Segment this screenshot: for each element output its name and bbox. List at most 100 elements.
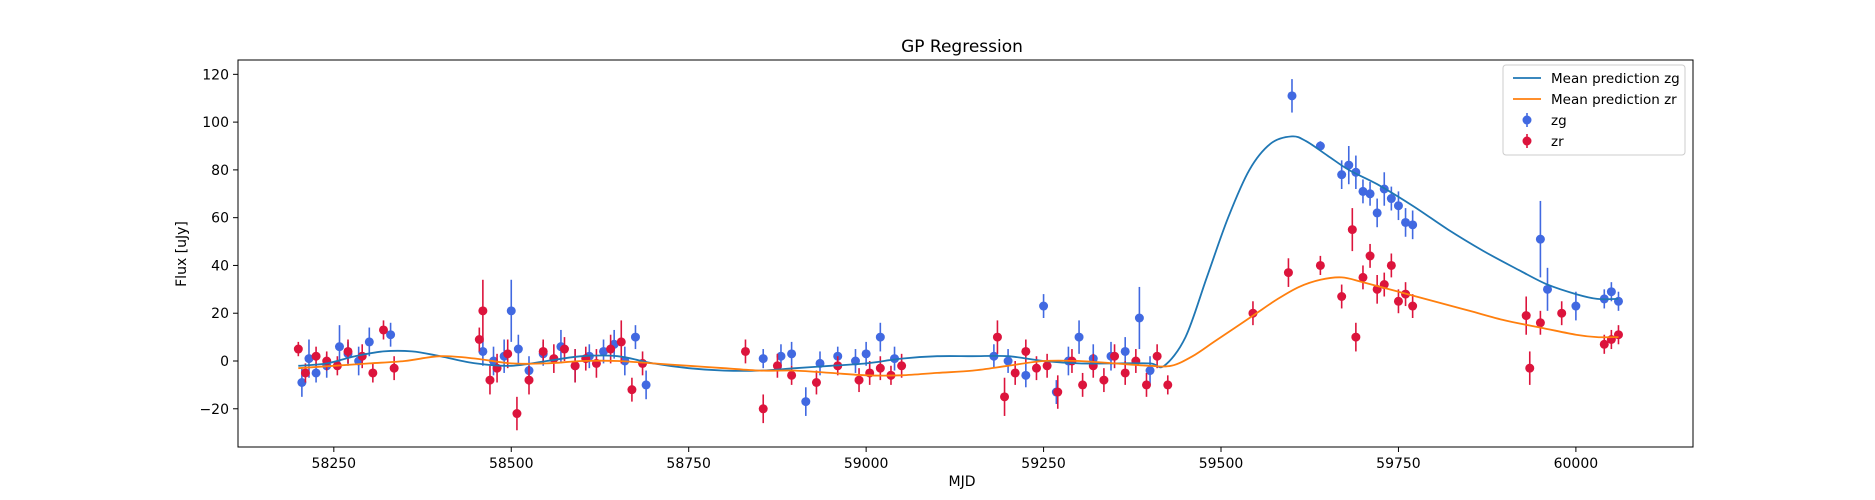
data-point (861, 349, 871, 359)
data-point (630, 332, 640, 342)
data-point (1042, 361, 1052, 371)
y-tick-label: 100 (202, 115, 229, 131)
data-point (503, 349, 513, 359)
x-tick-label: 59750 (1376, 456, 1421, 472)
data-point (1365, 189, 1375, 199)
data-point (599, 346, 609, 356)
data-point (801, 397, 811, 407)
legend-box (1502, 64, 1686, 156)
legend-label: Mean prediction zg (1551, 71, 1680, 87)
data-point (559, 344, 569, 354)
data-point (1248, 308, 1258, 318)
legend-entry: Mean prediction zr (1513, 92, 1677, 108)
data-point (1571, 301, 1581, 311)
data-point (1003, 356, 1013, 366)
legend-label: zr (1551, 134, 1564, 150)
data-point (606, 344, 616, 354)
data-point (570, 361, 580, 371)
data-point (379, 325, 388, 335)
data-point (1372, 208, 1382, 218)
data-point (1000, 392, 1010, 402)
data-point (1141, 380, 1151, 390)
x-tick-label: 59250 (1021, 456, 1066, 472)
data-point (897, 361, 907, 371)
chart-title: GP Regression (901, 37, 1023, 57)
data-point (1031, 363, 1041, 373)
data-point (485, 375, 495, 385)
plot-frame (237, 59, 1694, 448)
data-point (787, 370, 797, 380)
y-tick-label: 20 (211, 306, 229, 322)
legend: Mean prediction zg Mean prediction zr zg zr (1502, 64, 1686, 156)
data-point (1347, 225, 1357, 235)
data-point (875, 363, 885, 373)
data-point (740, 346, 750, 356)
data-point (1099, 375, 1109, 385)
data-point (334, 342, 344, 352)
data-point (1021, 346, 1031, 356)
y-axis-label: Flux [uJy] (174, 221, 190, 287)
data-point (1358, 272, 1368, 282)
data-point (343, 346, 353, 356)
data-point (1287, 91, 1297, 101)
data-point (300, 368, 310, 378)
series-layer (293, 79, 1623, 431)
data-point (758, 404, 768, 414)
series-mean-prediction-zr (298, 276, 1619, 377)
data-point (386, 330, 396, 340)
y-tick-label: −20 (199, 402, 229, 418)
data-point (1408, 220, 1418, 230)
data-point (297, 378, 307, 387)
data-point (776, 351, 786, 361)
data-point (478, 306, 488, 316)
data-point (1039, 301, 1049, 311)
x-axis-label: MJD (949, 474, 976, 490)
data-point (311, 368, 321, 378)
axes-layer: 58250 58500 58750 59000 59250 59500 59750 60000… (199, 59, 1694, 472)
legend-marker-swatch (1522, 115, 1532, 125)
data-point (1134, 313, 1144, 323)
data-point (875, 332, 885, 342)
x-tick-label: 58500 (489, 456, 534, 472)
data-point (616, 337, 626, 347)
data-point (368, 368, 378, 378)
data-point (1337, 292, 1347, 301)
data-point (1408, 301, 1418, 311)
data-point (1401, 217, 1411, 227)
data-point (1110, 351, 1120, 361)
data-point (513, 344, 523, 354)
x-tick-label: 58250 (312, 456, 357, 472)
legend-entry: zr (1522, 134, 1564, 150)
data-point (1120, 346, 1130, 356)
y-tick-label: 60 (211, 211, 229, 227)
data-point (1358, 186, 1368, 196)
data-point (1525, 363, 1535, 373)
data-point (1599, 339, 1609, 349)
data-point (311, 351, 321, 361)
legend-label: Mean prediction zr (1551, 92, 1677, 108)
data-point (772, 361, 782, 371)
data-point (1557, 308, 1567, 318)
data-point (854, 375, 864, 385)
data-point (1021, 370, 1031, 380)
data-point (758, 354, 768, 364)
data-point (304, 354, 314, 364)
data-point (992, 332, 1002, 342)
data-point (1337, 170, 1347, 180)
data-point (389, 363, 399, 373)
data-point (524, 375, 534, 385)
data-point (787, 349, 797, 359)
y-tick-label: 80 (211, 163, 229, 179)
series-zr (293, 208, 1623, 431)
data-point (1521, 311, 1531, 321)
data-point (1053, 387, 1063, 397)
y-tick-label: 120 (202, 67, 229, 83)
y-tick-label: 40 (211, 258, 229, 274)
data-point (1351, 332, 1361, 342)
data-point (1386, 194, 1396, 204)
data-point (1120, 368, 1130, 378)
data-point (1344, 160, 1354, 170)
data-point (1283, 268, 1293, 278)
data-point (364, 337, 374, 347)
line-mark (298, 135, 1619, 372)
